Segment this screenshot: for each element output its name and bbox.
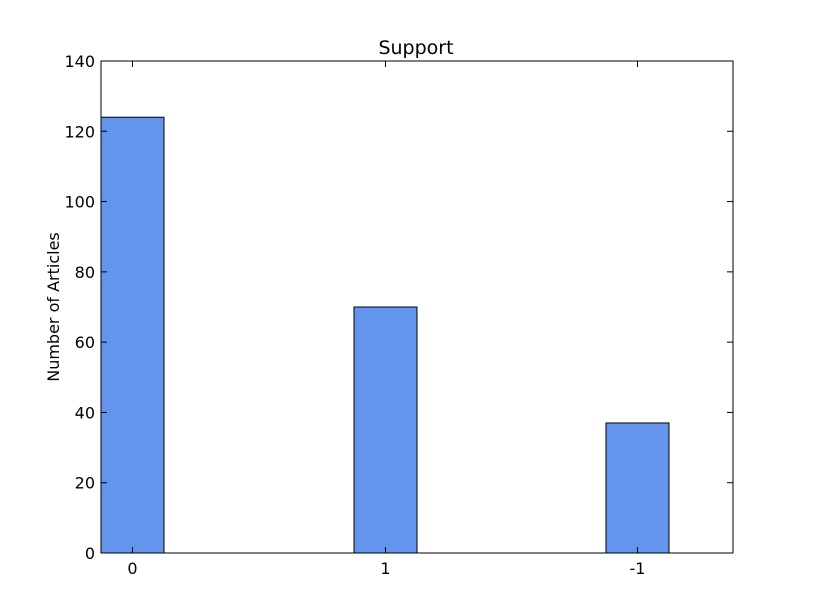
y-tick-label: 120 (64, 122, 95, 141)
bar-0 (100, 116, 165, 554)
y-tick-label: 0 (85, 544, 95, 563)
y-tick-label: 100 (64, 193, 95, 212)
bar--1 (605, 422, 670, 554)
chart-title: Support (378, 37, 453, 59)
x-tick-label: 1 (380, 559, 390, 578)
y-tick-label: 80 (75, 263, 95, 282)
y-tick-label: 140 (64, 52, 95, 71)
x-tick-label: 0 (127, 559, 137, 578)
y-ticks-group: 0 20 40 60 80 100 120 140 (64, 52, 733, 563)
plot-frame (100, 60, 734, 554)
y-axis-label: Number of Articles (44, 232, 63, 382)
bars-group (100, 116, 670, 554)
y-tick-label: 20 (75, 474, 95, 493)
x-ticks-group: 0 1 -1 (127, 61, 645, 578)
bar-1 (353, 306, 418, 554)
y-tick-label: 40 (75, 403, 95, 422)
x-tick-label: -1 (630, 559, 646, 578)
y-tick-label: 60 (75, 333, 95, 352)
